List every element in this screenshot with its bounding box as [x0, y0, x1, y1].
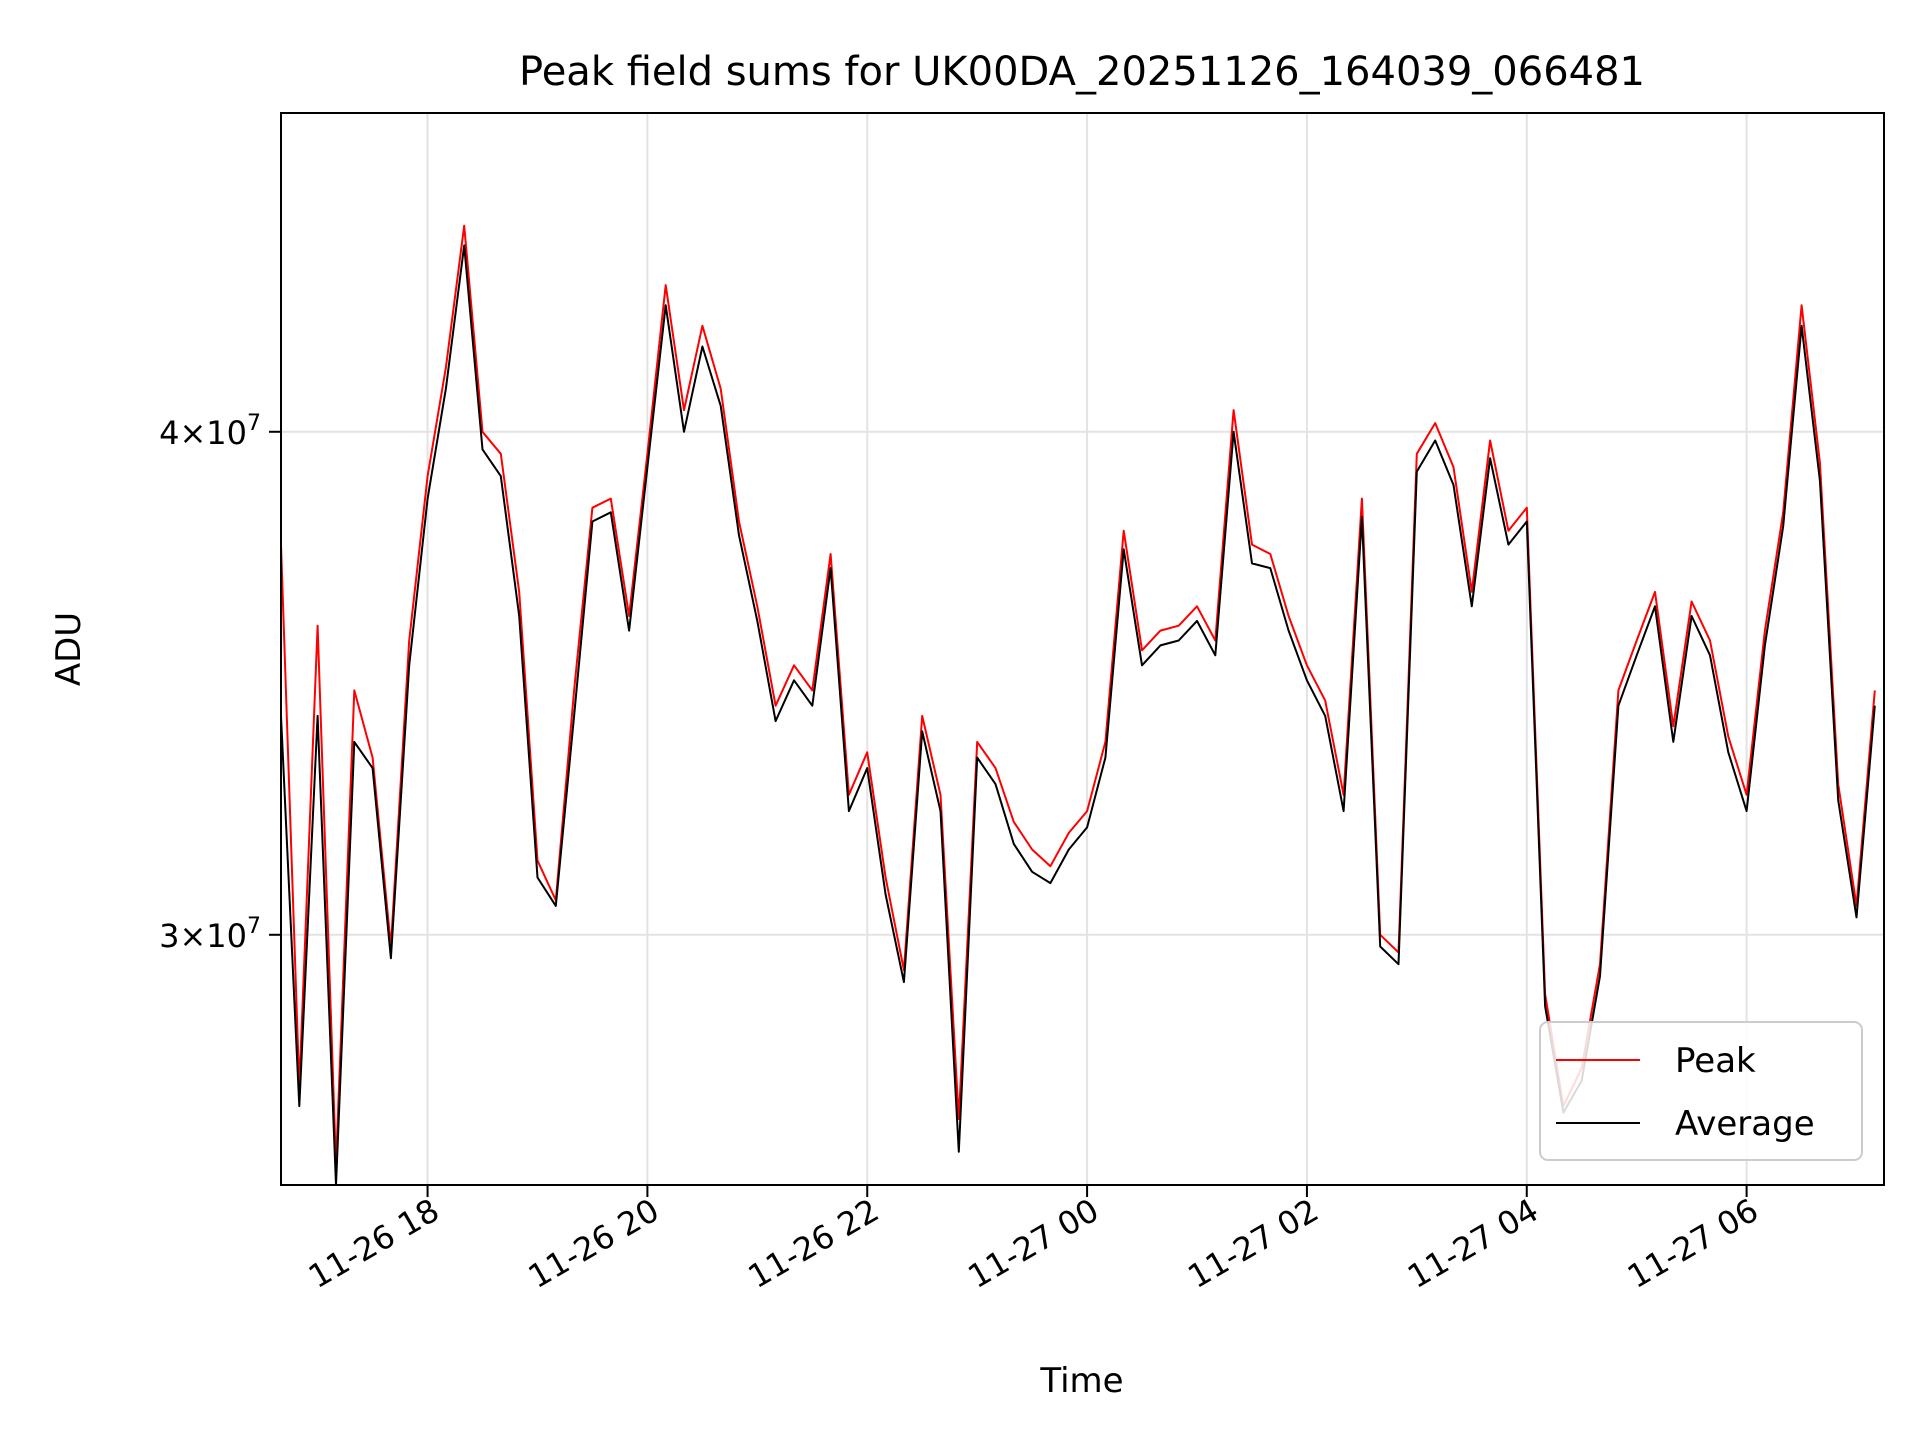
y-axis-label: ADU — [49, 612, 89, 686]
y-tick-times: ×10 — [179, 917, 247, 955]
y-tick-label: 4×107 — [159, 411, 261, 452]
series-line-average — [281, 244, 1876, 1185]
legend: Peak Average — [1539, 1021, 1863, 1161]
legend-label-peak: Peak — [1675, 1041, 1756, 1081]
y-tick-label: 3×107 — [159, 914, 261, 955]
legend-label-average: Average — [1675, 1104, 1815, 1144]
chart-title: Peak field sums for UK00DA_20251126_1640… — [519, 49, 1645, 95]
y-tick-mantissa: 3 — [159, 917, 179, 955]
y-tick-times: ×10 — [179, 414, 247, 452]
y-tick-exponent: 7 — [247, 411, 261, 436]
plot-frame — [280, 112, 1885, 1186]
x-axis-label: Time — [1039, 1361, 1123, 1401]
grid — [281, 113, 1884, 1185]
legend-box — [1539, 1021, 1863, 1161]
y-tick-exponent: 7 — [247, 914, 261, 939]
y-tick-mantissa: 4 — [159, 414, 179, 452]
plot-lines — [281, 224, 1876, 1185]
